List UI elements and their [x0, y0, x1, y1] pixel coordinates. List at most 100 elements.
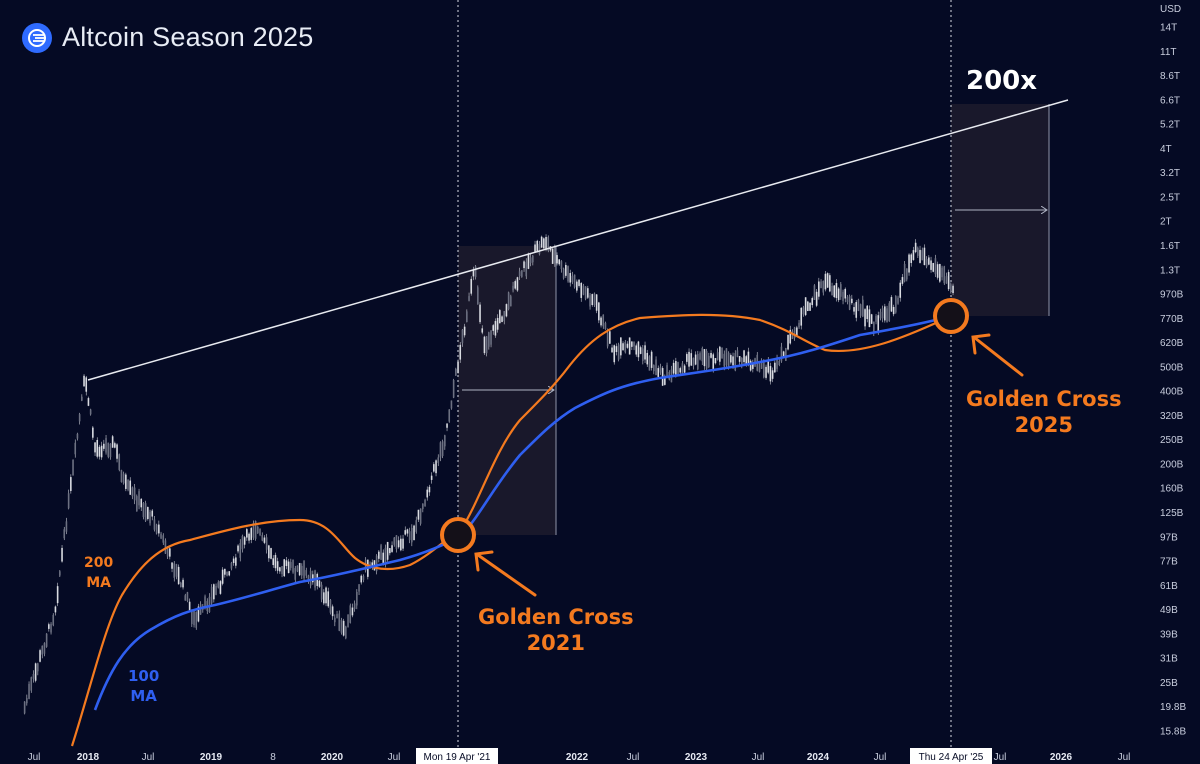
candle — [384, 547, 387, 565]
candle — [798, 322, 800, 328]
candle — [221, 569, 224, 584]
candle — [43, 643, 46, 654]
candle — [131, 487, 134, 497]
candle — [921, 250, 924, 261]
candle — [917, 247, 919, 256]
y-axis-unit: USD — [1160, 4, 1181, 15]
candle — [628, 337, 631, 355]
candle — [855, 302, 858, 318]
candle — [952, 285, 954, 294]
candle — [378, 551, 380, 559]
candle — [265, 537, 268, 550]
x-tick-label: Jul — [28, 752, 41, 763]
candle — [318, 580, 321, 587]
y-tick-label: 970B — [1160, 290, 1184, 301]
candle — [837, 288, 840, 301]
candle — [452, 380, 455, 398]
candle — [23, 701, 26, 714]
golden-cross-2021-marker[interactable] — [440, 517, 476, 553]
candle — [329, 599, 332, 613]
golden-cross-2021-label: Golden Cross 2021 — [478, 605, 634, 655]
candle — [848, 296, 851, 310]
candle — [778, 360, 781, 365]
candle — [576, 281, 578, 291]
candle — [56, 586, 59, 604]
candle — [155, 524, 158, 534]
candle — [122, 473, 125, 484]
candle — [301, 565, 303, 576]
candle — [679, 368, 682, 373]
candle — [760, 361, 763, 369]
candle — [358, 584, 360, 592]
candle — [406, 529, 409, 534]
candle — [94, 442, 96, 453]
candle — [725, 348, 728, 366]
candle — [703, 349, 706, 367]
y-tick-label: 49B — [1160, 605, 1178, 616]
candle — [745, 356, 748, 366]
candle — [257, 526, 259, 534]
candle — [734, 353, 737, 371]
candle — [430, 475, 433, 480]
candle — [276, 561, 279, 571]
candle — [560, 261, 563, 269]
candle — [26, 698, 28, 704]
candle — [648, 356, 651, 371]
candle — [138, 491, 140, 506]
candle — [70, 477, 72, 491]
candle — [523, 261, 525, 269]
multiplier-label: 200x — [966, 66, 1038, 96]
candle — [41, 645, 44, 655]
golden-cross-2025-marker[interactable] — [933, 298, 969, 334]
candle — [580, 282, 583, 298]
candle — [633, 341, 635, 347]
candle — [268, 545, 270, 559]
candle — [738, 356, 741, 362]
candle — [622, 343, 624, 351]
candle — [870, 314, 873, 324]
candle — [782, 351, 785, 357]
candle — [514, 281, 517, 289]
candle — [600, 317, 602, 326]
candle — [780, 346, 783, 362]
candle — [426, 489, 429, 498]
candle — [551, 248, 554, 264]
y-tick-label: 500B — [1160, 362, 1184, 373]
candle — [305, 570, 308, 576]
candle — [776, 357, 778, 369]
candle — [78, 414, 81, 422]
candle — [540, 236, 543, 248]
candle — [653, 365, 655, 372]
candle — [890, 297, 893, 312]
y-tick-label: 6.6T — [1160, 95, 1180, 106]
candle — [587, 288, 589, 298]
candle — [263, 537, 266, 543]
candle — [708, 355, 710, 367]
candle — [45, 633, 48, 647]
candle — [692, 357, 695, 366]
candle — [899, 282, 902, 298]
candle — [558, 259, 561, 265]
candle — [483, 336, 486, 354]
candle — [404, 530, 407, 535]
candle — [875, 316, 877, 322]
candle — [323, 592, 325, 604]
candle — [74, 442, 77, 455]
candle — [105, 438, 107, 453]
candle — [672, 362, 675, 374]
candle — [532, 255, 534, 263]
candle — [859, 304, 862, 316]
x-tick-label: Jul — [142, 752, 155, 763]
candle — [226, 571, 228, 576]
candle — [681, 363, 684, 376]
candle — [835, 283, 838, 299]
y-axis: USD 14T 11T 8.6T 6.6T 5.2T 4T 3.2T 2.5T 2T 1.6T 1.3… — [1160, 4, 1186, 738]
candle — [393, 537, 396, 545]
y-tick-label: 19.8B — [1160, 702, 1186, 713]
candle — [527, 253, 530, 269]
candle — [61, 547, 63, 562]
candle — [589, 295, 591, 307]
x-tick-label: 2018 — [77, 752, 100, 763]
candle — [353, 603, 356, 610]
